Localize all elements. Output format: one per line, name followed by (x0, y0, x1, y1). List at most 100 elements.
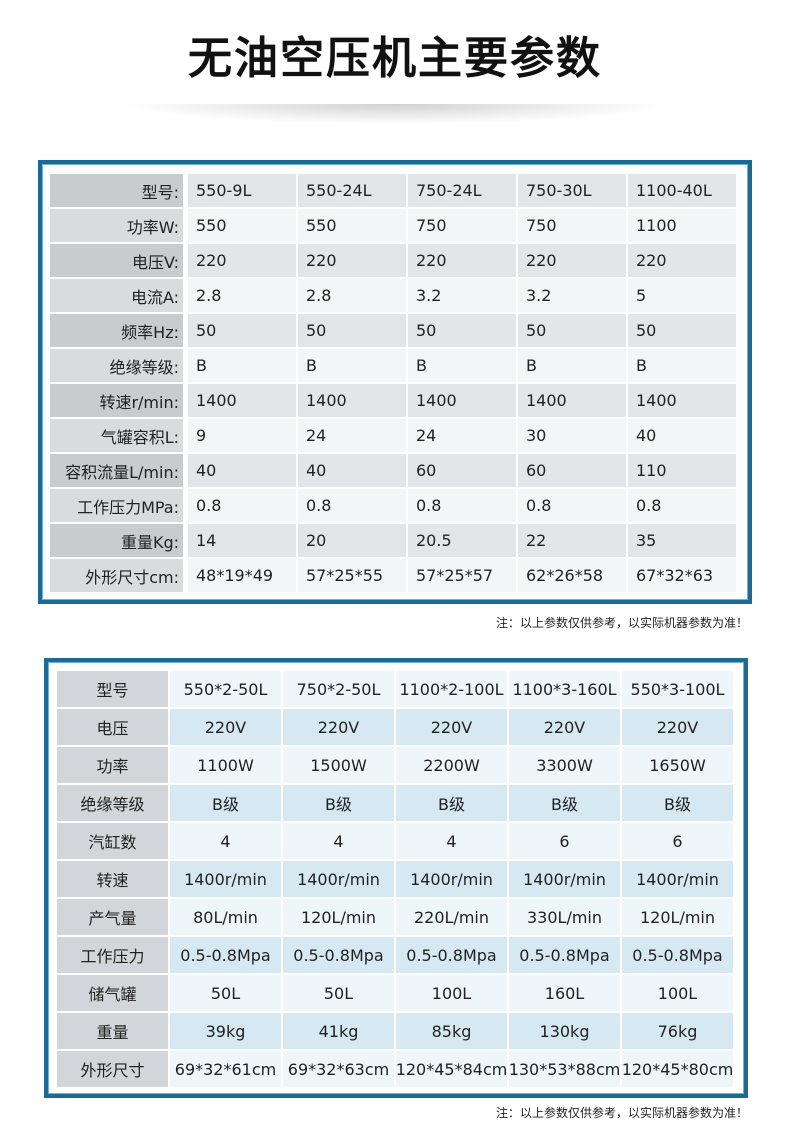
cell-value: 1400r/min (283, 861, 394, 897)
cell-value: B级 (170, 785, 281, 821)
cell-value: 2200W (396, 747, 507, 783)
cell-value: 750-24L (408, 174, 516, 207)
cell-value: B (518, 349, 626, 382)
cell-value: 3.2 (408, 279, 516, 312)
row-label: 电流A: (50, 279, 183, 312)
cell-value: 0.8 (298, 489, 406, 522)
cell-value: 100L (396, 975, 507, 1011)
cell-value: 50 (298, 314, 406, 347)
cell-value: 0.8 (408, 489, 516, 522)
cell-value: 3300W (509, 747, 620, 783)
title: 无油空压机主要参数 (188, 33, 602, 84)
title-shadow (120, 104, 670, 124)
table2-frame (44, 658, 748, 1098)
cell-value: 120*45*84cm (396, 1051, 507, 1087)
cell-value: 1400 (188, 384, 296, 417)
cell-value: 220 (188, 244, 296, 277)
cell-value: 3.2 (518, 279, 626, 312)
cell-value: 1400r/min (622, 861, 733, 897)
cell-value: 4 (396, 823, 507, 859)
cell-value: 0.5-0.8Mpa (622, 937, 733, 973)
cell-value: 76kg (622, 1013, 733, 1049)
cell-value: 6 (509, 823, 620, 859)
cell-value: 40 (628, 419, 736, 452)
cell-value: B级 (622, 785, 733, 821)
cell-value: 1100*2-100L (396, 671, 507, 707)
note: 注：以上参数仅供参考，以实际机器参数为准！ (495, 1106, 748, 1120)
cell-value: 39kg (170, 1013, 281, 1049)
cell-value: 550 (298, 209, 406, 242)
cell-value: 57*25*57 (408, 559, 516, 592)
cell-value: 0.5-0.8Mpa (283, 937, 394, 973)
cell-value: 50 (408, 314, 516, 347)
cell-value: 220V (509, 709, 620, 745)
cell-value: 120*45*80cm (622, 1051, 733, 1087)
row-label: 气罐容积L: (50, 419, 183, 452)
cell-value: 1400 (518, 384, 626, 417)
cell-value: 40 (188, 454, 296, 487)
row-label: 绝缘等级 (57, 785, 168, 821)
cell-value: 30 (518, 419, 626, 452)
cell-value: 1650W (622, 747, 733, 783)
cell-value: 5 (628, 279, 736, 312)
cell-value: 1100*3-160L (509, 671, 620, 707)
cell-value: 14 (188, 524, 296, 557)
row-label: 储气罐 (57, 975, 168, 1011)
cell-value: 1100W (170, 747, 281, 783)
cell-value: 2.8 (298, 279, 406, 312)
cell-value: 1400 (298, 384, 406, 417)
row-label: 重量 (57, 1013, 168, 1049)
cell-value: 220 (408, 244, 516, 277)
cell-value: 50L (283, 975, 394, 1011)
cell-value: 48*19*49 (188, 559, 296, 592)
cell-value: B (298, 349, 406, 382)
cell-value: 0.8 (518, 489, 626, 522)
row-label: 产气量 (57, 899, 168, 935)
cell-value: B (188, 349, 296, 382)
cell-value: 550-24L (298, 174, 406, 207)
cell-value: 50L (170, 975, 281, 1011)
cell-value: B级 (396, 785, 507, 821)
cell-value: 40 (298, 454, 406, 487)
row-label: 电压 (57, 709, 168, 745)
cell-value: 130*53*88cm (509, 1051, 620, 1087)
cell-value: 57*25*55 (298, 559, 406, 592)
row-label: 工作压力MPa: (50, 489, 183, 522)
cell-value: 1500W (283, 747, 394, 783)
cell-value: 69*32*63cm (283, 1051, 394, 1087)
cell-value: 550*2-50L (170, 671, 281, 707)
cell-value: 1400 (408, 384, 516, 417)
cell-value: 50 (628, 314, 736, 347)
cell-value: 750 (408, 209, 516, 242)
cell-value: 60 (408, 454, 516, 487)
cell-value: 160L (509, 975, 620, 1011)
cell-value: 220V (170, 709, 281, 745)
cell-value: 80L/min (170, 899, 281, 935)
cell-value: 20.5 (408, 524, 516, 557)
cell-value: 6 (622, 823, 733, 859)
cell-value: 4 (170, 823, 281, 859)
row-label: 外形尺寸 (57, 1051, 168, 1087)
table1-frame (38, 160, 752, 604)
cell-value: 20 (298, 524, 406, 557)
cell-value: 100L (622, 975, 733, 1011)
cell-value: 85kg (396, 1013, 507, 1049)
row-label: 功率 (57, 747, 168, 783)
row-label: 转速r/min: (50, 384, 183, 417)
cell-value: 1100 (628, 209, 736, 242)
cell-value: 0.5-0.8Mpa (396, 937, 507, 973)
cell-value: B级 (509, 785, 620, 821)
cell-value: B (408, 349, 516, 382)
cell-value: 22 (518, 524, 626, 557)
cell-value: 550 (188, 209, 296, 242)
cell-value: 750*2-50L (283, 671, 394, 707)
cell-value: 0.5-0.8Mpa (170, 937, 281, 973)
cell-value: 550*3-100L (622, 671, 733, 707)
cell-value: 750-30L (518, 174, 626, 207)
cell-value: 220L/min (396, 899, 507, 935)
cell-value: 67*32*63 (628, 559, 736, 592)
cell-value: B (628, 349, 736, 382)
cell-value: 2.8 (188, 279, 296, 312)
row-label: 型号: (50, 174, 183, 207)
